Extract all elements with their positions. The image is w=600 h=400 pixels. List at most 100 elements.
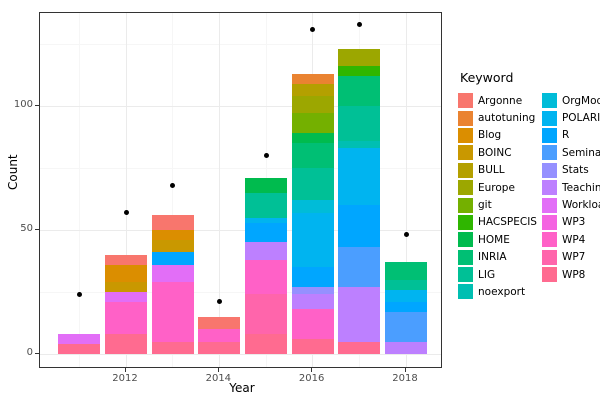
legend-swatch-WP4 bbox=[541, 232, 557, 248]
legend-swatch-OrgMode bbox=[541, 93, 557, 109]
legend-swatch-HACSPECIS bbox=[458, 214, 473, 230]
legend-swatch-Stats bbox=[541, 162, 557, 178]
legend-label: POLARIS bbox=[561, 112, 600, 125]
gridline-major-h bbox=[40, 229, 441, 231]
bar-segment-BULL bbox=[291, 83, 334, 97]
legend-item-Blog: Blog bbox=[458, 127, 537, 144]
legend-label: git bbox=[478, 199, 492, 212]
bar-segment-WP4 bbox=[105, 301, 147, 335]
bar-segment-Europe bbox=[338, 48, 381, 67]
bar-segment-OrgMode bbox=[291, 200, 334, 213]
bar-segment-Seminar bbox=[385, 311, 427, 342]
legend-swatch-POLARIS bbox=[541, 110, 557, 126]
bar-segment-WP8 bbox=[338, 341, 381, 354]
legend-column: Argonne autotuning Blog BOINC BULL Europe git H… bbox=[458, 92, 537, 301]
bar-segment-WP8 bbox=[105, 334, 147, 354]
legend-label: noexport bbox=[478, 285, 526, 298]
legend-item-noexport: noexport bbox=[458, 283, 537, 300]
legend-item-HOME: HOME bbox=[458, 231, 537, 248]
x-tick-label: 2018 bbox=[392, 373, 418, 384]
legend-item-Stats: Stats bbox=[541, 162, 600, 179]
bar-segment-R bbox=[245, 222, 287, 243]
y-tick-mark bbox=[35, 104, 39, 106]
legend-label: BULL bbox=[478, 164, 505, 177]
legend-label: autotuning bbox=[478, 112, 536, 125]
legend-swatch-Blog bbox=[458, 127, 473, 143]
gridline-minor-v bbox=[78, 13, 80, 367]
legend-items: Argonne autotuning Blog BOINC BULL Europe git H… bbox=[458, 92, 600, 301]
bar-segment-Argonne bbox=[198, 316, 241, 330]
legend-item-Seminar: Seminar bbox=[541, 144, 600, 161]
legend-item-WP7: WP7 bbox=[541, 249, 600, 266]
bar-segment-Teaching bbox=[245, 242, 287, 260]
bar-segment-BOINC bbox=[105, 282, 147, 292]
data-point bbox=[76, 291, 82, 297]
legend-swatch-Workload bbox=[541, 197, 557, 213]
legend-swatch-Teaching bbox=[541, 180, 557, 196]
legend-item-BULL: BULL bbox=[458, 162, 537, 179]
bar-segment-WP8 bbox=[245, 334, 287, 354]
legend-label: Workload bbox=[561, 199, 600, 212]
legend-swatch-LIG bbox=[458, 267, 473, 283]
legend-label: R bbox=[561, 129, 570, 142]
legend-label: Blog bbox=[478, 129, 502, 142]
legend-label: Seminar bbox=[561, 146, 600, 159]
legend-label: WP3 bbox=[561, 216, 586, 229]
legend-item-WP3: WP3 bbox=[541, 214, 600, 231]
bar-segment-Workload bbox=[105, 292, 147, 302]
legend-label: Teaching bbox=[561, 181, 600, 194]
bar-segment-noexport bbox=[338, 140, 381, 149]
bar-segment-Teaching bbox=[291, 294, 334, 310]
gridline-major-v bbox=[125, 13, 127, 367]
legend-label: HOME bbox=[478, 233, 510, 246]
legend-item-HACSPECIS: HACSPECIS bbox=[458, 214, 537, 231]
bar-segment-WP4 bbox=[151, 282, 194, 342]
bar-segment-Blog bbox=[151, 230, 194, 240]
data-point bbox=[310, 26, 316, 32]
x-tick-mark bbox=[404, 368, 406, 372]
data-point bbox=[170, 182, 176, 188]
bar-segment-HOME bbox=[245, 177, 287, 193]
bar-segment-INRIA bbox=[385, 262, 427, 280]
bar-segment-LIG bbox=[245, 192, 287, 218]
legend-swatch-WP7 bbox=[541, 249, 557, 265]
legend: Keyword Argonne autotuning Blog BOINC BULL Eu… bbox=[458, 70, 600, 301]
gridline-minor-h bbox=[40, 43, 441, 45]
gridline-minor-h bbox=[40, 167, 441, 169]
bar-segment-R bbox=[385, 301, 427, 312]
gridline-major-h bbox=[40, 353, 441, 355]
bar-segment-autotuning bbox=[291, 73, 334, 84]
legend-label: OrgMode bbox=[561, 94, 600, 107]
data-point bbox=[216, 299, 222, 305]
gridline-minor-v bbox=[172, 13, 174, 367]
bar-segment-Seminar bbox=[338, 247, 381, 288]
legend-swatch-Argonne bbox=[458, 93, 473, 109]
legend-item-git: git bbox=[458, 196, 537, 213]
bar-segment-WP8 bbox=[198, 341, 241, 354]
legend-swatch-noexport bbox=[458, 284, 473, 300]
y-tick-mark bbox=[35, 228, 39, 230]
bar-segment-Workload bbox=[58, 334, 101, 345]
legend-label: Stats bbox=[561, 164, 589, 177]
y-tick-label: 50 bbox=[20, 223, 33, 234]
legend-swatch-git bbox=[458, 197, 473, 213]
legend-item-POLARIS: POLARIS bbox=[541, 109, 600, 126]
bar-segment-LIG bbox=[385, 279, 427, 290]
legend-swatch-Europe bbox=[458, 180, 473, 196]
bar-segment-git bbox=[291, 113, 334, 134]
legend-label: WP8 bbox=[561, 268, 586, 281]
y-tick-label: 0 bbox=[26, 347, 33, 358]
bar-segment-WP4 bbox=[198, 329, 241, 342]
bar-segment-HOME bbox=[291, 133, 334, 144]
x-tick-label: 2016 bbox=[298, 373, 325, 384]
legend-label: INRIA bbox=[478, 251, 507, 264]
bar-segment-Europe bbox=[291, 96, 334, 114]
gridline-minor-h bbox=[40, 291, 441, 293]
legend-label: WP4 bbox=[561, 233, 586, 246]
legend-label: BOINC bbox=[478, 146, 512, 159]
bar-segment-Argonne bbox=[105, 254, 147, 265]
plot-panel bbox=[39, 12, 442, 368]
legend-item-WP4: WP4 bbox=[541, 231, 600, 248]
legend-item-INRIA: INRIA bbox=[458, 249, 537, 266]
